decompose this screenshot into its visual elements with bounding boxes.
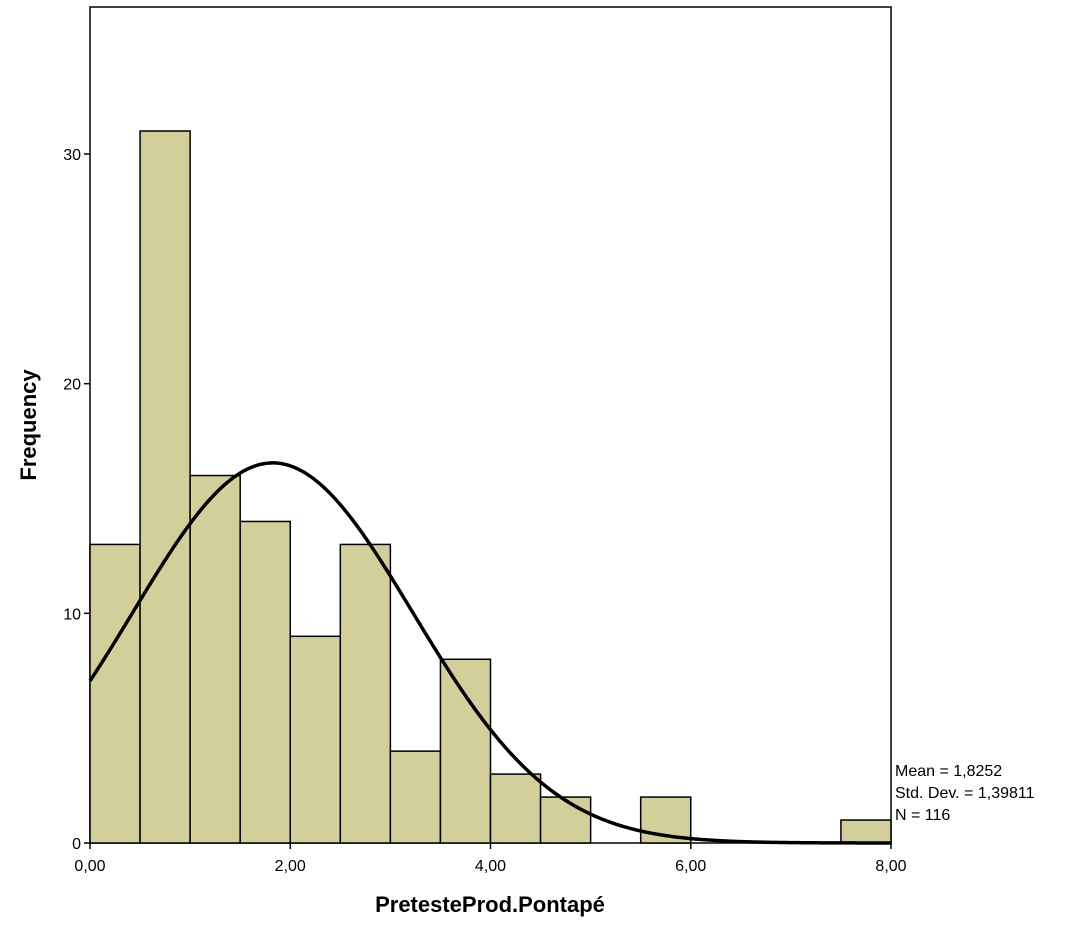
histogram-bar [239,520,291,844]
histogram-bar [439,658,492,844]
histogram-bar [289,635,342,844]
x-tick-label: 6,00 [675,858,706,875]
y-tick-label: 20 [63,377,81,394]
x-tick-label: 4,00 [475,858,506,875]
histogram-bar [840,819,892,844]
y-axis: 0 10 20 30 [63,147,90,853]
stats-n: N = 116 [895,807,950,824]
x-tick-label: 0,00 [74,858,105,875]
stats-std-dev: Std. Dev. = 1,39811 [895,785,1035,802]
bars-group [89,130,892,844]
histogram-bar [89,543,141,844]
x-tick-label: 2,00 [275,858,306,875]
y-tick-label: 30 [63,147,81,164]
histogram-bar [139,130,191,844]
y-tick-label: 0 [72,836,81,853]
histogram-bar [189,474,241,844]
stats-box: Mean = 1,8252 Std. Dev. = 1,39811 N = 11… [895,763,1035,824]
normal-curve [88,461,891,845]
stats-mean: Mean = 1,8252 [895,763,1002,780]
y-axis-title: Frequency [16,369,41,481]
histogram-bar [489,773,542,844]
histogram-bar [339,543,392,844]
x-axis: 0,00 2,00 4,00 6,00 8,00 [74,843,907,875]
y-tick-label: 10 [63,606,81,623]
x-tick-label: 8,00 [875,858,906,875]
histogram-bar [539,796,592,844]
histogram-bar [389,750,442,844]
x-axis-title: PretesteProd.Pontapé [375,892,605,917]
